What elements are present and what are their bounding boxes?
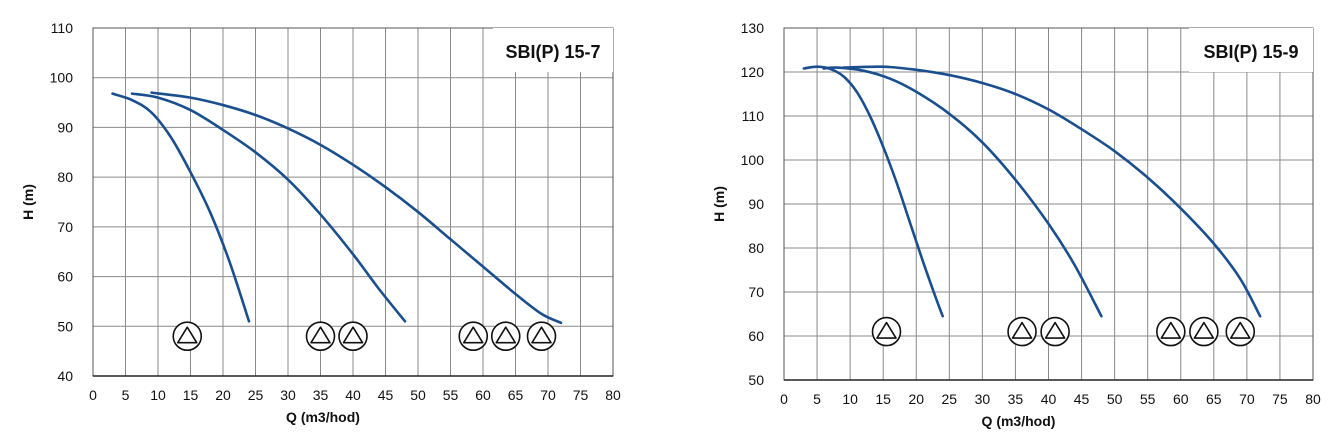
chart-svg-15-9: 0 5 10 15 20 25 30 35 40 45 50 55 60 65 70 75 80 50 60 70 80… xyxy=(711,20,1321,429)
chart-title: SBI(P) 15-7 xyxy=(505,42,600,62)
pump-symbol-icon xyxy=(490,321,521,352)
x-tick-label: 0 xyxy=(89,387,97,403)
x-axis-label: Q (m3/hod) xyxy=(982,413,1056,429)
y-tick-label: 90 xyxy=(57,119,73,135)
y-tick-label: 100 xyxy=(50,70,74,86)
pump-curve-chart-15-9: 0 5 10 15 20 25 30 35 40 45 50 55 60 65 70 75 80 50 60 70 80… xyxy=(684,0,1334,446)
pump-curve-series-3 xyxy=(150,91,563,325)
pump-symbol-icon xyxy=(338,321,368,352)
y-axis-label: H (m) xyxy=(711,186,727,222)
y-tick-label: 110 xyxy=(51,20,74,36)
pump-symbols xyxy=(871,316,1256,347)
x-tick-label: 55 xyxy=(443,387,459,403)
series-group xyxy=(111,91,563,325)
pump-symbol-icon xyxy=(1189,316,1219,347)
y-tick-label: 60 xyxy=(748,328,764,344)
x-tick-label: 20 xyxy=(215,387,231,403)
y-tick-label: 70 xyxy=(748,284,764,300)
x-tick-label: 15 xyxy=(183,387,199,403)
y-tick-label: 70 xyxy=(57,219,73,235)
y-tick-label: 130 xyxy=(741,20,765,36)
x-tick-label: 35 xyxy=(313,387,329,403)
x-tick-label: 80 xyxy=(605,387,621,403)
x-tick-label: 25 xyxy=(942,391,958,407)
pump-symbol-icon xyxy=(526,321,557,352)
x-tick-label: 50 xyxy=(1107,391,1123,407)
x-tick-label: 30 xyxy=(280,387,296,403)
pump-curve-series-1 xyxy=(111,92,251,323)
y-tick-label: 110 xyxy=(742,108,765,124)
x-tick-label: 35 xyxy=(1008,391,1024,407)
x-tick-label: 70 xyxy=(540,387,556,403)
y-tick-label: 60 xyxy=(57,269,73,285)
x-tick-label: 5 xyxy=(122,387,130,403)
x-tick-label: 45 xyxy=(378,387,394,403)
x-tick-label: 50 xyxy=(410,387,426,403)
x-tick-label: 25 xyxy=(248,387,264,403)
pump-curve-series-3 xyxy=(842,65,1262,318)
series-group xyxy=(802,65,1262,318)
x-tick-label: 10 xyxy=(150,387,166,403)
x-tick-label: 75 xyxy=(1272,391,1288,407)
chart-title: SBI(P) 15-9 xyxy=(1203,42,1298,62)
pump-symbol-icon xyxy=(458,321,489,352)
x-tick-label: 15 xyxy=(875,391,891,407)
y-tick-label: 40 xyxy=(57,368,73,384)
x-axis-label: Q (m3/hod) xyxy=(286,409,360,425)
y-tick-label: 100 xyxy=(741,152,765,168)
x-tick-label: 55 xyxy=(1140,391,1156,407)
x-tick-label: 75 xyxy=(573,387,589,403)
y-tick-label: 50 xyxy=(57,318,73,334)
pump-symbol-icon xyxy=(1225,316,1256,347)
pump-curve-chart-15-7: 0 5 10 15 20 25 30 35 40 45 50 55 60 65 70 75 80 40 50 60 70… xyxy=(0,0,650,446)
pump-symbol-icon xyxy=(305,321,336,352)
x-tick-label: 60 xyxy=(475,387,491,403)
x-tick-label: 40 xyxy=(345,387,361,403)
x-tick-label: 45 xyxy=(1074,391,1090,407)
chart-svg-15-7: 0 5 10 15 20 25 30 35 40 45 50 55 60 65 70 75 80 40 50 60 70… xyxy=(20,20,621,425)
y-tick-label: 120 xyxy=(741,64,765,80)
chart-title-box xyxy=(1189,28,1313,72)
pump-symbol-icon xyxy=(871,316,902,347)
pump-symbol-icon xyxy=(1007,316,1037,347)
y-tick-label: 80 xyxy=(57,169,73,185)
x-tick-label: 30 xyxy=(975,391,991,407)
chart-title-box xyxy=(493,28,613,72)
y-tick-label: 80 xyxy=(748,240,764,256)
y-tick-label: 90 xyxy=(748,196,764,212)
pump-symbol-icon xyxy=(172,321,203,352)
pump-symbol-icon xyxy=(1156,316,1186,347)
pump-curve-series-1 xyxy=(802,65,944,318)
y-tick-label: 50 xyxy=(748,372,764,388)
x-tick-label: 20 xyxy=(908,391,924,407)
pump-symbol-icon xyxy=(1040,316,1070,347)
x-tick-label: 40 xyxy=(1041,391,1057,407)
pump-curve-series-2 xyxy=(822,66,1103,318)
x-tick-label: 60 xyxy=(1173,391,1189,407)
x-tick-label: 0 xyxy=(780,391,788,407)
pump-symbols xyxy=(172,321,557,352)
pump-curve-series-2 xyxy=(130,92,407,323)
x-tick-label: 10 xyxy=(842,391,858,407)
x-tick-label: 65 xyxy=(1206,391,1222,407)
x-tick-label: 65 xyxy=(508,387,524,403)
x-tick-label: 80 xyxy=(1305,391,1321,407)
x-tick-label: 5 xyxy=(813,391,821,407)
x-tick-label: 70 xyxy=(1239,391,1255,407)
y-axis-label: H (m) xyxy=(20,184,36,220)
